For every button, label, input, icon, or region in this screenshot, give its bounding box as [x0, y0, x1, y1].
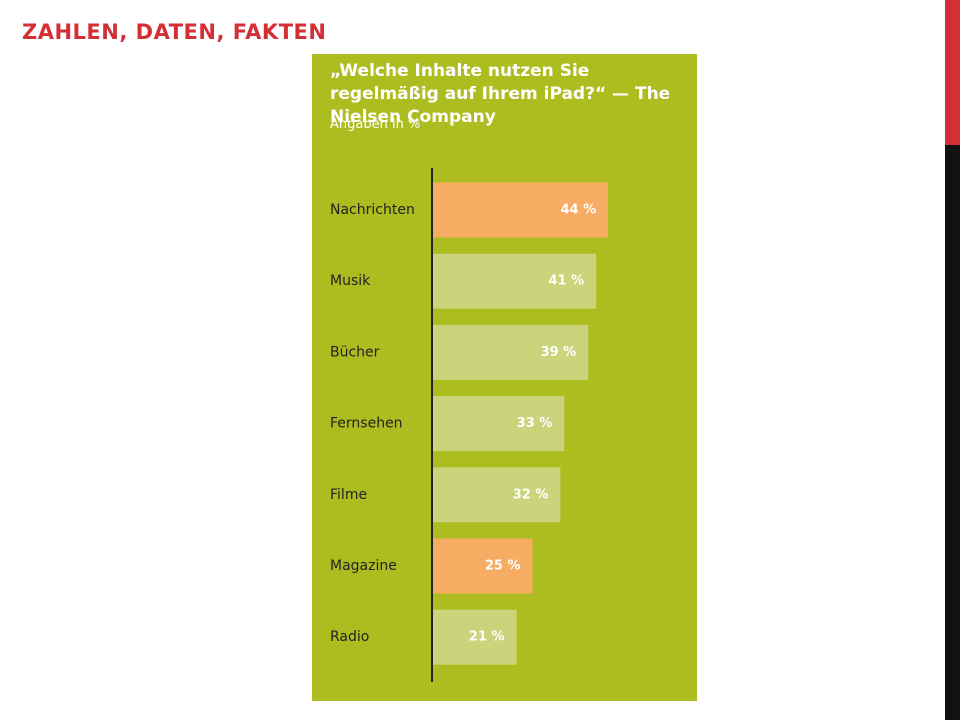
bar — [433, 182, 609, 238]
value-label: 32 % — [513, 487, 549, 502]
accent-bar — [945, 145, 960, 720]
category-label: Radio — [330, 629, 369, 645]
accent-bar — [945, 0, 960, 145]
value-label: 39 % — [541, 345, 577, 360]
category-label: Bücher — [330, 344, 380, 360]
value-label: 44 % — [560, 203, 596, 218]
value-label: 25 % — [485, 559, 521, 574]
value-label: 33 % — [517, 416, 553, 431]
category-label: Nachrichten — [330, 202, 415, 218]
value-label: 21 % — [469, 630, 505, 645]
chart-title: „Welche Inhalte nutzen Sie regelmäßig au… — [330, 61, 671, 127]
slide-title: ZAHLEN, DATEN, FAKTEN — [22, 20, 327, 44]
bar — [433, 609, 517, 665]
bar — [433, 253, 597, 309]
bar — [433, 538, 533, 594]
category-label: Magazine — [330, 558, 397, 574]
value-label: 41 % — [549, 274, 585, 289]
category-label: Musik — [330, 273, 371, 289]
bar — [433, 324, 589, 380]
bar — [433, 467, 561, 523]
bar — [433, 396, 565, 452]
category-label: Fernsehen — [330, 416, 403, 432]
category-label: Filme — [330, 487, 367, 503]
chart-subtitle: Angaben in % — [330, 117, 421, 132]
